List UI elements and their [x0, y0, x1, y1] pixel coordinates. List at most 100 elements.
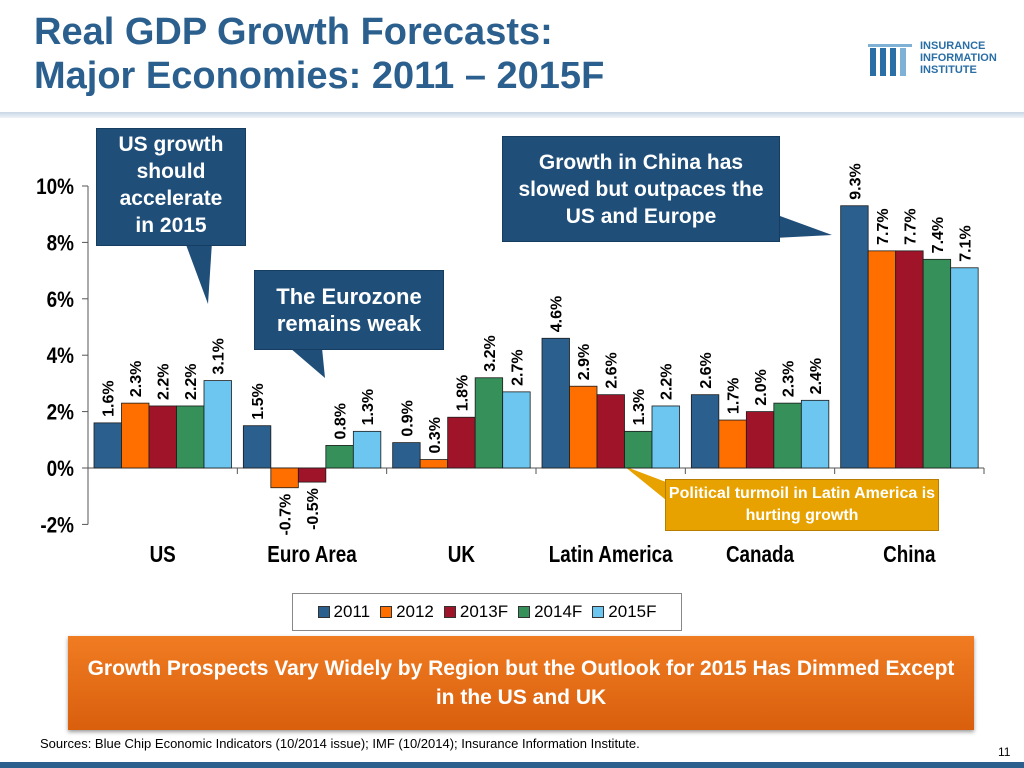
category-label: US	[150, 542, 176, 567]
legend-item-2015f: 2015F	[592, 602, 657, 622]
bar	[651, 405, 680, 469]
bar	[325, 445, 354, 469]
bar	[745, 411, 775, 469]
sources-note: Sources: Blue Chip Economic Indicators (…	[40, 736, 640, 751]
data-label: 0.8%	[333, 403, 350, 439]
data-label: 2.2%	[183, 363, 200, 399]
legend-swatch	[592, 606, 605, 618]
gdp-bar-chart: -2% 0% 2% 4% 6% 8% 10% 1.6% 2.3% 2.2% 2.2% 3.1% US 1.…	[36, 163, 985, 567]
data-label: 2.6%	[604, 352, 621, 388]
bar	[773, 402, 802, 469]
legend-item-2012: 2012	[380, 602, 434, 622]
legend-label: 2011	[333, 602, 371, 621]
bar	[447, 416, 476, 469]
title-line-2: Major Economies: 2011 – 2015F	[34, 55, 605, 97]
iii-logo: INSURANCE INFORMATION INSTITUTE	[866, 34, 1016, 82]
bar	[596, 394, 625, 469]
callout-latam-pointer	[624, 466, 666, 500]
y-tick-label: 4%	[47, 344, 74, 369]
data-label: 4.6%	[549, 296, 566, 332]
banner-text: Growth Prospects Vary Widely by Region b…	[87, 657, 955, 709]
bar	[392, 442, 421, 469]
legend-label: 2014F	[534, 602, 583, 621]
page-number: 11	[998, 745, 1011, 759]
data-label: 3.1%	[211, 338, 228, 374]
data-label: 1.3%	[360, 389, 377, 425]
bar	[502, 391, 531, 469]
data-label: 2.2%	[156, 363, 173, 399]
legend-item-2014f: 2014F	[518, 602, 582, 622]
data-label: 0.9%	[399, 400, 416, 436]
data-label: 7.4%	[930, 217, 947, 253]
title-line-1: Real GDP Growth Forecasts:	[34, 11, 553, 53]
logo-line-3: INSTITUTE	[920, 64, 977, 76]
callout-china-text: Growth in China has slowed but outpaces …	[518, 151, 764, 228]
callout-euro-pointer	[290, 348, 325, 378]
bar	[176, 405, 205, 469]
data-label: -0.7%	[278, 494, 295, 536]
bar	[624, 430, 653, 469]
legend-swatch	[443, 606, 456, 618]
data-label: -0.5%	[305, 488, 322, 530]
bar	[419, 459, 449, 469]
bar	[950, 267, 979, 469]
chart-legend: 2011 2012 2013F 2014F 2015F	[292, 593, 682, 631]
callout-us-pointer	[185, 242, 212, 304]
category-label: Latin America	[549, 542, 673, 567]
y-tick-label: 0%	[47, 457, 74, 482]
legend-item-2011: 2011	[317, 602, 371, 622]
data-label: 2.0%	[753, 369, 770, 405]
bar	[690, 394, 720, 469]
callout-euro-text: The Eurozone remains weak	[276, 284, 422, 336]
bar	[541, 337, 570, 469]
data-label: 3.2%	[482, 335, 499, 371]
data-label: 2.6%	[698, 352, 715, 388]
data-label: 1.7%	[726, 378, 743, 414]
category-label: Canada	[726, 542, 794, 567]
bottom-divider	[0, 762, 1024, 768]
bar	[569, 385, 598, 469]
bar	[800, 399, 830, 469]
callout-latin-america: Political turmoil in Latin America is hu…	[665, 479, 939, 531]
y-tick-label: 2%	[47, 400, 74, 425]
data-label: 1.6%	[101, 380, 118, 416]
y-tick-label: 6%	[47, 287, 74, 312]
bar	[270, 467, 299, 489]
data-label: 2.4%	[808, 358, 825, 394]
logo-line-1: INSURANCE	[920, 40, 986, 52]
data-label: 1.5%	[250, 383, 267, 419]
bar	[203, 380, 232, 469]
bar	[474, 377, 504, 469]
legend-swatch	[380, 606, 393, 618]
bar	[242, 425, 272, 469]
title-divider	[0, 112, 1024, 118]
data-label: 1.3%	[631, 389, 648, 425]
category-label: UK	[448, 542, 475, 567]
data-label: 7.7%	[902, 208, 919, 244]
logo-text: INSURANCE INFORMATION INSTITUTE	[920, 40, 997, 76]
y-tick-label: 10%	[36, 175, 74, 200]
data-label: 2.7%	[509, 349, 526, 385]
bar	[148, 405, 177, 469]
bar	[867, 250, 897, 469]
page-title: Real GDP Growth Forecasts: Major Economi…	[34, 10, 604, 98]
data-label: 0.3%	[427, 417, 444, 453]
callout-us-growth: US growth should accelerate in 2015	[96, 128, 246, 246]
y-tick-label: -2%	[40, 513, 74, 538]
callout-eurozone: The Eurozone remains weak	[254, 270, 444, 350]
legend-label: 2012	[396, 602, 434, 621]
bar	[297, 467, 327, 483]
callout-us-text: US growth should accelerate in 2015	[118, 133, 224, 237]
data-label: 1.8%	[454, 375, 471, 411]
bar	[922, 258, 952, 469]
bar	[718, 419, 747, 469]
data-label: 7.1%	[957, 225, 974, 261]
legend-swatch	[518, 606, 531, 618]
category-label: Euro Area	[267, 542, 357, 567]
callout-latam-text: Political turmoil in Latin America is hu…	[668, 485, 936, 524]
data-label: 9.3%	[847, 163, 864, 199]
bar	[840, 205, 869, 469]
bar	[352, 430, 382, 469]
bar	[895, 250, 924, 469]
logo-bars-icon	[868, 44, 912, 76]
